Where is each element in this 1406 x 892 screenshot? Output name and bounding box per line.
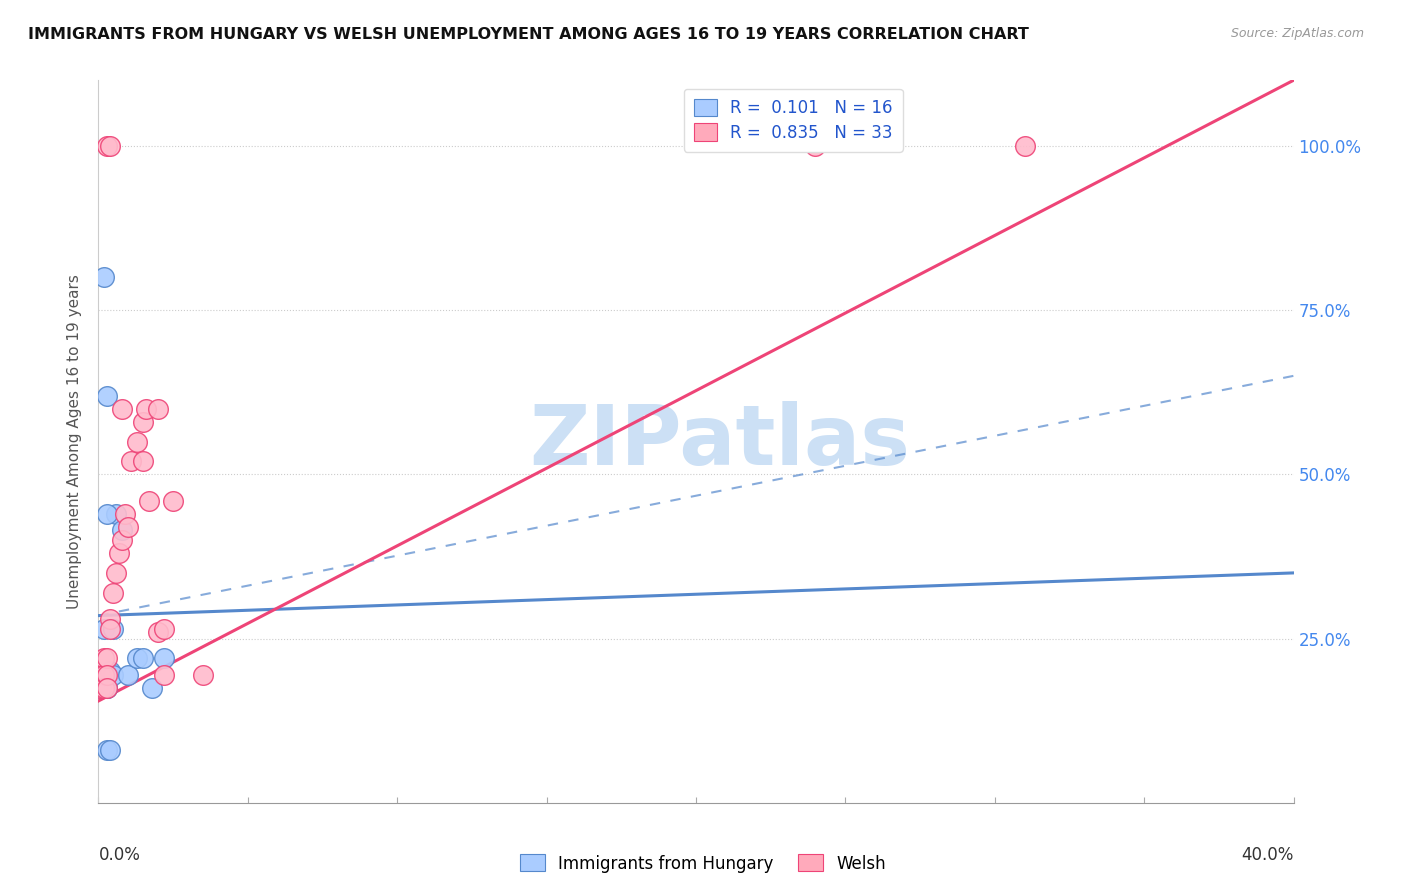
Point: [96, 388, 118, 402]
Point: [98, 622, 122, 636]
Text: 40.0%: 40.0%: [1241, 847, 1294, 864]
Point: [132, 415, 155, 429]
Point: [103, 667, 125, 681]
Point: [148, 625, 170, 640]
Point: [127, 651, 149, 665]
Point: [103, 622, 125, 636]
Point: [98, 139, 122, 153]
Point: [153, 651, 176, 665]
Point: [127, 434, 149, 449]
Point: [96, 667, 118, 681]
Point: [96, 681, 118, 695]
Point: [108, 546, 131, 560]
Point: [90, 667, 112, 681]
Point: [96, 651, 118, 665]
Point: [105, 507, 128, 521]
Point: [804, 139, 827, 153]
Point: [98, 612, 122, 626]
Point: [117, 520, 139, 534]
Point: [132, 454, 155, 468]
Text: IMMIGRANTS FROM HUNGARY VS WELSH UNEMPLOYMENT AMONG AGES 16 TO 19 YEARS CORRELAT: IMMIGRANTS FROM HUNGARY VS WELSH UNEMPLO…: [28, 27, 1029, 42]
Point: [93, 270, 115, 285]
Point: [162, 493, 184, 508]
Text: Source: ZipAtlas.com: Source: ZipAtlas.com: [1230, 27, 1364, 40]
Legend: Immigrants from Hungary, Welsh: Immigrants from Hungary, Welsh: [513, 847, 893, 880]
Point: [96, 139, 118, 153]
Y-axis label: Unemployment Among Ages 16 to 19 years: Unemployment Among Ages 16 to 19 years: [67, 274, 83, 609]
Point: [114, 507, 136, 521]
Point: [148, 401, 170, 416]
Point: [132, 651, 155, 665]
Point: [96, 507, 118, 521]
Point: [96, 681, 118, 695]
Point: [98, 743, 122, 757]
Point: [93, 681, 115, 695]
Text: ZIPatlas: ZIPatlas: [530, 401, 910, 482]
Point: [1014, 139, 1036, 153]
Point: [111, 533, 134, 547]
Point: [96, 681, 118, 695]
Point: [135, 401, 157, 416]
Point: [117, 667, 139, 681]
Point: [98, 665, 122, 679]
Point: [93, 667, 115, 681]
Point: [93, 651, 115, 665]
Point: [90, 681, 112, 695]
Point: [141, 681, 163, 695]
Legend: R =  0.101   N = 16, R =  0.835   N = 33: R = 0.101 N = 16, R = 0.835 N = 33: [683, 88, 903, 152]
Point: [153, 667, 176, 681]
Point: [191, 667, 214, 681]
Point: [93, 622, 115, 636]
Point: [96, 743, 118, 757]
Point: [111, 523, 134, 537]
Point: [120, 454, 142, 468]
Point: [153, 622, 176, 636]
Point: [111, 401, 134, 416]
Point: [105, 566, 128, 580]
Point: [90, 667, 112, 681]
Point: [103, 585, 125, 599]
Point: [138, 493, 160, 508]
Point: [90, 681, 112, 695]
Point: [90, 681, 112, 695]
Point: [93, 667, 115, 681]
Text: 0.0%: 0.0%: [98, 847, 141, 864]
